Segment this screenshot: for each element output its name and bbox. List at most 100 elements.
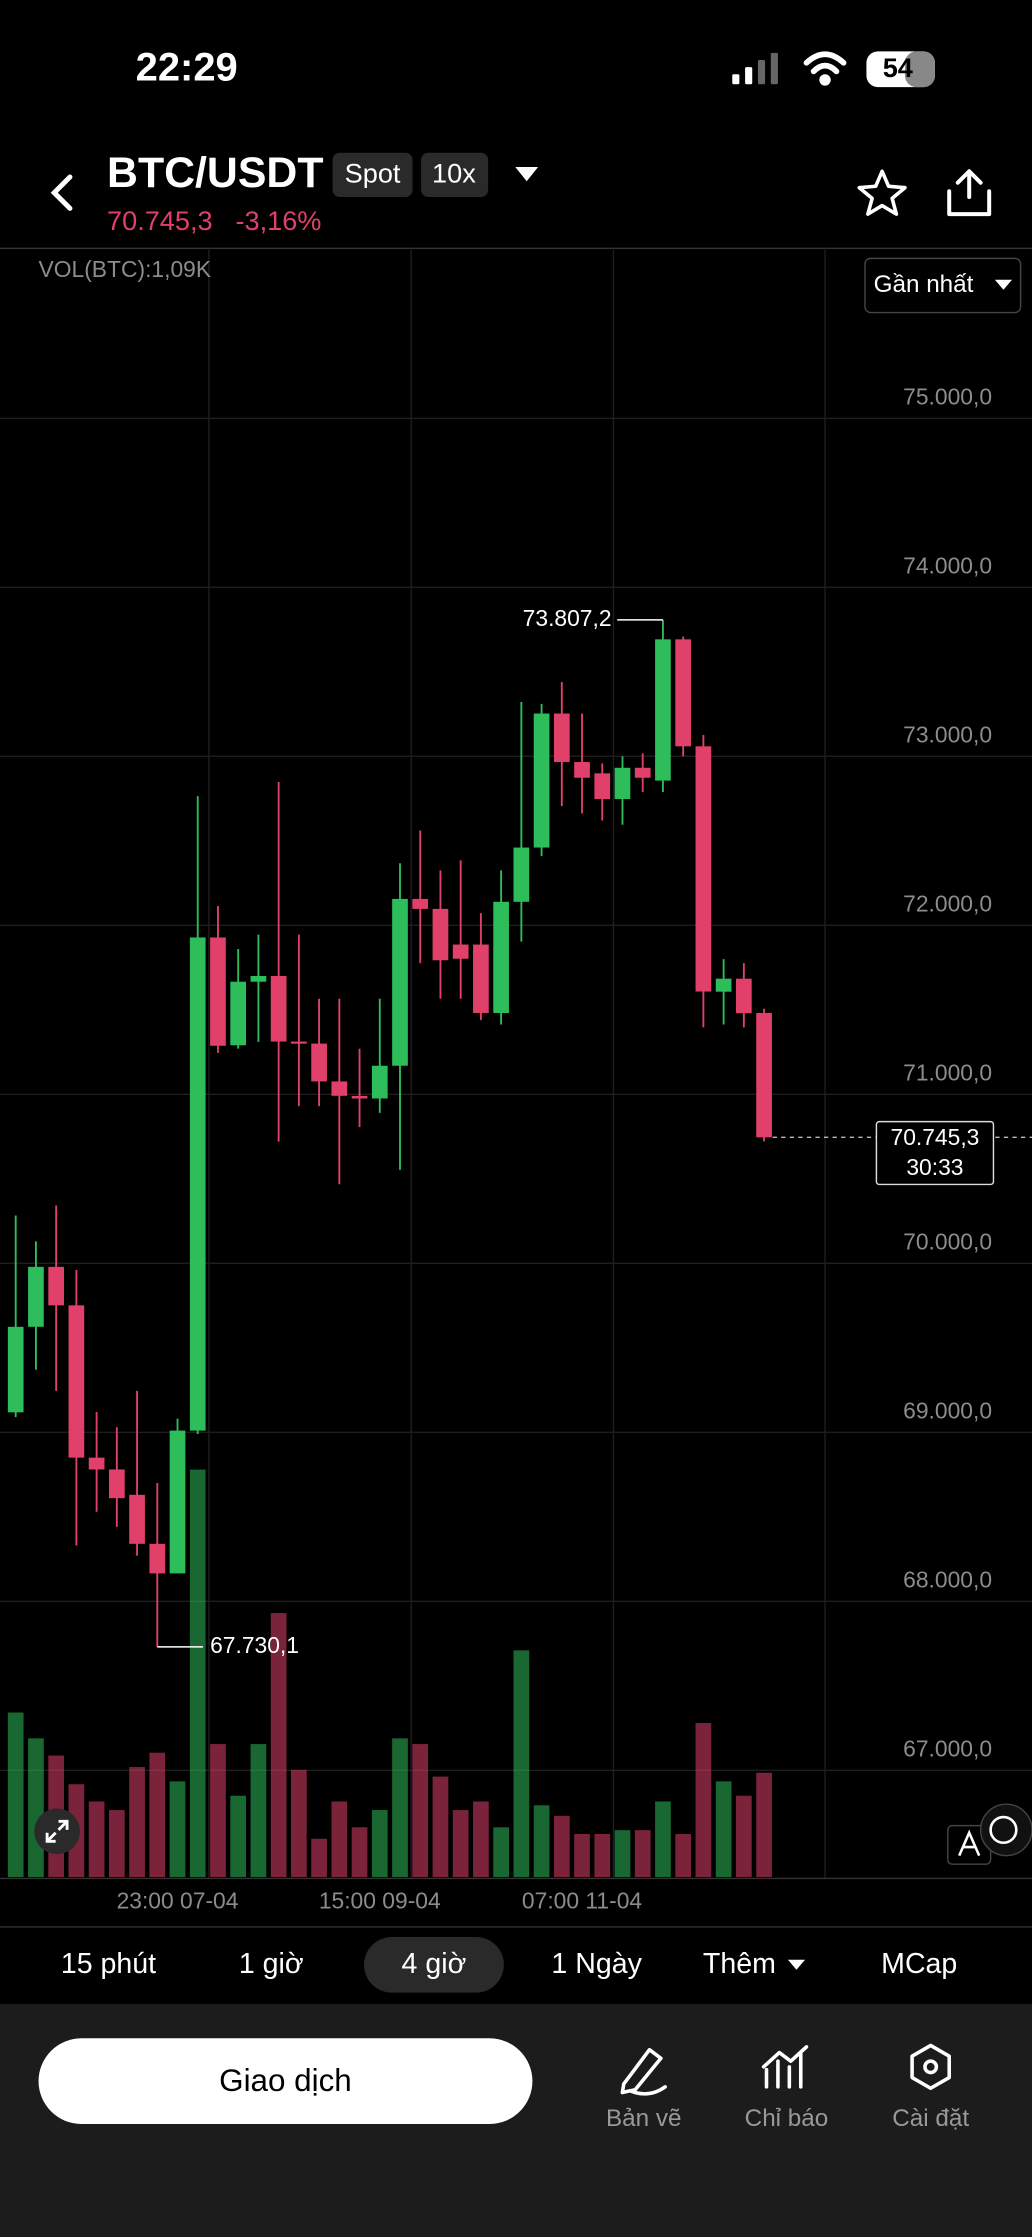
timeframe-tab[interactable]: 1 Ngày	[551, 1948, 642, 1980]
volume-bar	[129, 1767, 145, 1878]
badge: Spot	[345, 158, 401, 189]
volume-bar	[533, 1805, 550, 1878]
timeframe-tab[interactable]: Thêm	[703, 1948, 776, 1980]
x-tick-label: 15:00 09-04	[319, 1888, 441, 1914]
candle-body	[230, 981, 247, 1046]
volume-bar	[392, 1738, 408, 1878]
volume-bar	[735, 1795, 752, 1878]
candle-body	[270, 975, 287, 1042]
timeframe-tab[interactable]: 1 giờ	[239, 1948, 304, 1980]
timeframe-tabs: 15 phút 1 giờ 4 giờ 1 Ngày Thêm MCap	[61, 1936, 957, 1993]
candle-body	[88, 1457, 105, 1470]
candle-body	[533, 713, 550, 848]
tool-label[interactable]: Cài đặt	[892, 2105, 969, 2132]
more-dropdown	[787, 1959, 806, 1970]
candle-body	[574, 762, 590, 778]
clock: 22:29	[136, 46, 238, 90]
candle-body	[655, 639, 671, 781]
volume-bar	[634, 1830, 651, 1878]
badge: 10x	[432, 158, 476, 189]
pair-title: BTC/USDT	[107, 149, 323, 197]
favorite-button[interactable]	[857, 169, 907, 216]
candle-body	[614, 767, 631, 800]
signal-icon	[732, 52, 778, 85]
volume-bar	[594, 1833, 611, 1878]
candle-body	[189, 937, 206, 1431]
battery-empty	[904, 51, 935, 88]
timeframe-tab[interactable]: MCap	[881, 1948, 957, 1980]
candle-body	[715, 978, 732, 992]
y-tick-label: 74.000,0	[903, 552, 992, 578]
volume-bar	[210, 1744, 226, 1878]
battery-level: 54	[883, 52, 913, 83]
candle-body	[351, 1095, 368, 1099]
volume-bar	[412, 1744, 429, 1878]
volume-bar	[675, 1833, 692, 1878]
candle-body	[250, 975, 267, 982]
candle-body	[452, 944, 469, 959]
last-price-label: 70.745,3	[891, 1124, 980, 1150]
candle-body	[594, 773, 611, 800]
volume-bar	[149, 1752, 166, 1878]
volume-bar	[473, 1801, 489, 1878]
volume-bar	[88, 1801, 105, 1878]
trade-button-label: Giao dịch	[219, 2063, 352, 2098]
candle-body	[28, 1266, 44, 1327]
range-button-label: Gần nhất	[874, 271, 974, 298]
volume-bar	[614, 1830, 631, 1878]
trade-button[interactable]	[38, 2038, 533, 2124]
pair-dropdown[interactable]	[515, 167, 539, 182]
volume-bar	[230, 1795, 247, 1878]
volume-bar	[715, 1781, 732, 1878]
y-tick-label: 72.000,0	[903, 890, 992, 916]
candle-body	[432, 908, 449, 961]
y-tick-label: 67.000,0	[903, 1735, 992, 1761]
volume-bar	[169, 1781, 186, 1878]
candle-body	[129, 1494, 145, 1544]
tool-label[interactable]: Bản vẽ	[606, 2105, 682, 2132]
header-change: -3,16%	[236, 205, 322, 236]
volume-bar	[108, 1810, 125, 1878]
y-tick-label: 71.000,0	[903, 1059, 992, 1085]
candle-body	[149, 1543, 166, 1574]
candle-body	[735, 978, 752, 1014]
auto-scale-icon	[958, 1829, 981, 1857]
volume-bar	[695, 1723, 712, 1878]
share-button[interactable]	[947, 169, 992, 217]
candle-body	[675, 639, 692, 747]
x-tick-label: 07:00 11-04	[522, 1888, 642, 1914]
collapse-button[interactable]	[34, 1808, 80, 1855]
back-button[interactable]	[50, 174, 73, 211]
range-dropdown	[994, 279, 1013, 290]
y-tick-label: 68.000,0	[903, 1566, 992, 1592]
range-button[interactable]	[864, 257, 1022, 314]
candle-body	[695, 746, 712, 992]
badge-bg	[332, 152, 413, 197]
countdown: 30:33	[906, 1154, 963, 1180]
volume-bar	[189, 1469, 206, 1878]
volume-bar	[493, 1827, 509, 1878]
candle-body	[634, 767, 651, 778]
candle-body	[392, 898, 408, 1066]
volume-bar	[311, 1838, 327, 1878]
collapse-icon	[45, 1819, 69, 1843]
low-label: 67.730,1	[210, 1632, 299, 1658]
candle-body	[108, 1469, 125, 1499]
tool-icons	[620, 2043, 951, 2096]
candle-body	[7, 1326, 24, 1413]
x-tick-label: 23:00 07-04	[117, 1888, 239, 1914]
timeframe-tab[interactable]: 15 phút	[61, 1948, 156, 1980]
globe-button[interactable]	[979, 1803, 1032, 1857]
header-price: 70.745,3	[107, 205, 213, 236]
candle-body	[68, 1305, 85, 1458]
timeframe-tab[interactable]: 4 giờ	[402, 1948, 467, 1980]
volume-bar	[574, 1833, 590, 1878]
tool-label[interactable]: Chỉ báo	[745, 2105, 829, 2132]
candle-body	[169, 1430, 186, 1574]
volume-bar	[250, 1744, 267, 1878]
badge-bg	[421, 152, 489, 197]
volume-bar	[513, 1650, 530, 1878]
volume-bar	[291, 1769, 307, 1878]
volume-bar	[270, 1613, 287, 1878]
